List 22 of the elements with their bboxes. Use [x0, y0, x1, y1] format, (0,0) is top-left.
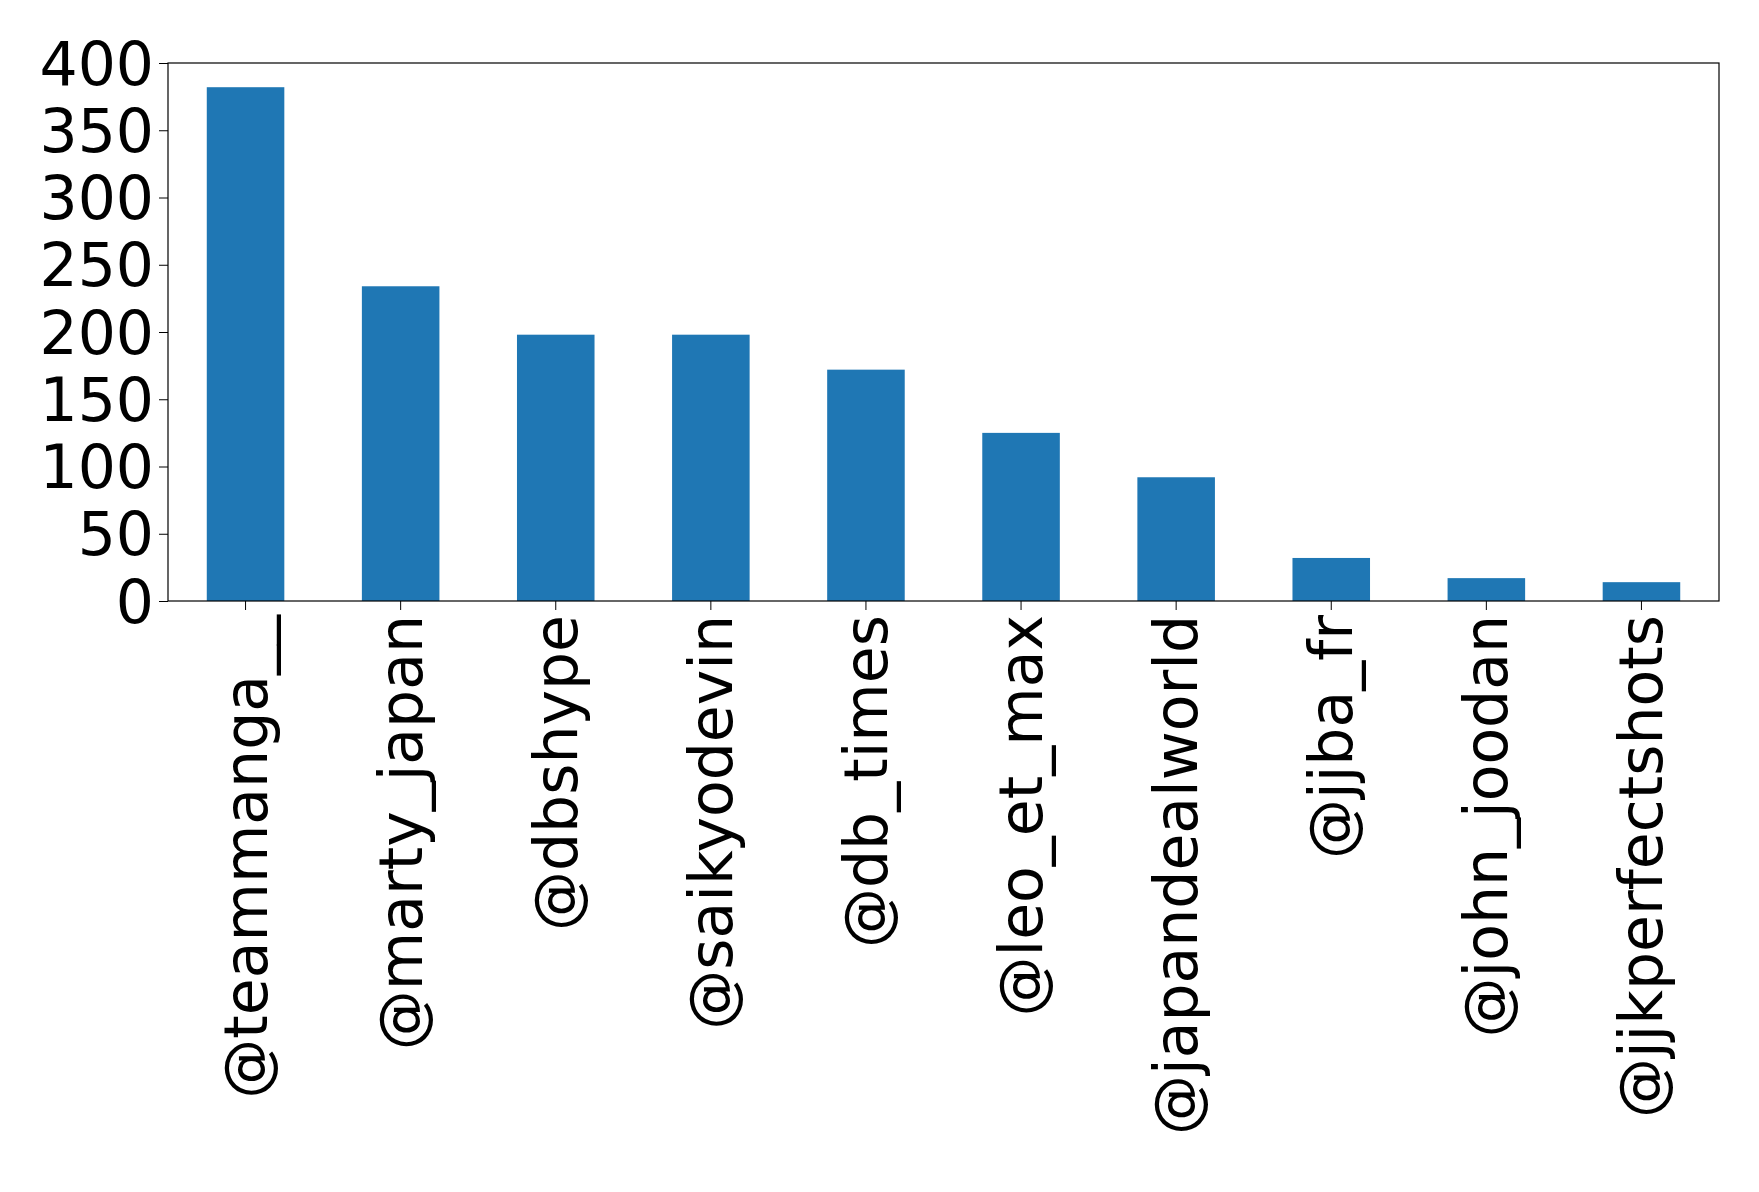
x-tick-label: @jjkperfectshots — [1606, 615, 1677, 1119]
x-tick-label: @saikyodevin — [675, 615, 746, 1030]
x-tick-label: @john_joodan — [1451, 615, 1522, 1038]
x-tick-label: @teammanga__ — [210, 614, 281, 1099]
x-tick-label: @marty_japan — [365, 615, 436, 1051]
bar — [516, 334, 595, 601]
bar — [672, 334, 750, 601]
x-tick-label: @leo_et_max — [986, 615, 1057, 1017]
bar — [361, 286, 440, 601]
bar — [1137, 477, 1215, 601]
bar — [827, 369, 905, 601]
bar — [1447, 578, 1526, 601]
bar — [1602, 582, 1681, 601]
y-tick-label: 300 — [39, 163, 154, 233]
bar — [982, 432, 1060, 601]
x-tick-label: @db_times — [830, 615, 901, 948]
x-tick-label: @japandealworld — [1141, 615, 1212, 1135]
bar — [1292, 557, 1371, 601]
y-tick-label: 100 — [39, 432, 154, 502]
x-tick-label: @jjba_fr — [1296, 614, 1367, 859]
x-tick-label: @dbshype — [520, 615, 591, 931]
bar — [206, 87, 285, 601]
